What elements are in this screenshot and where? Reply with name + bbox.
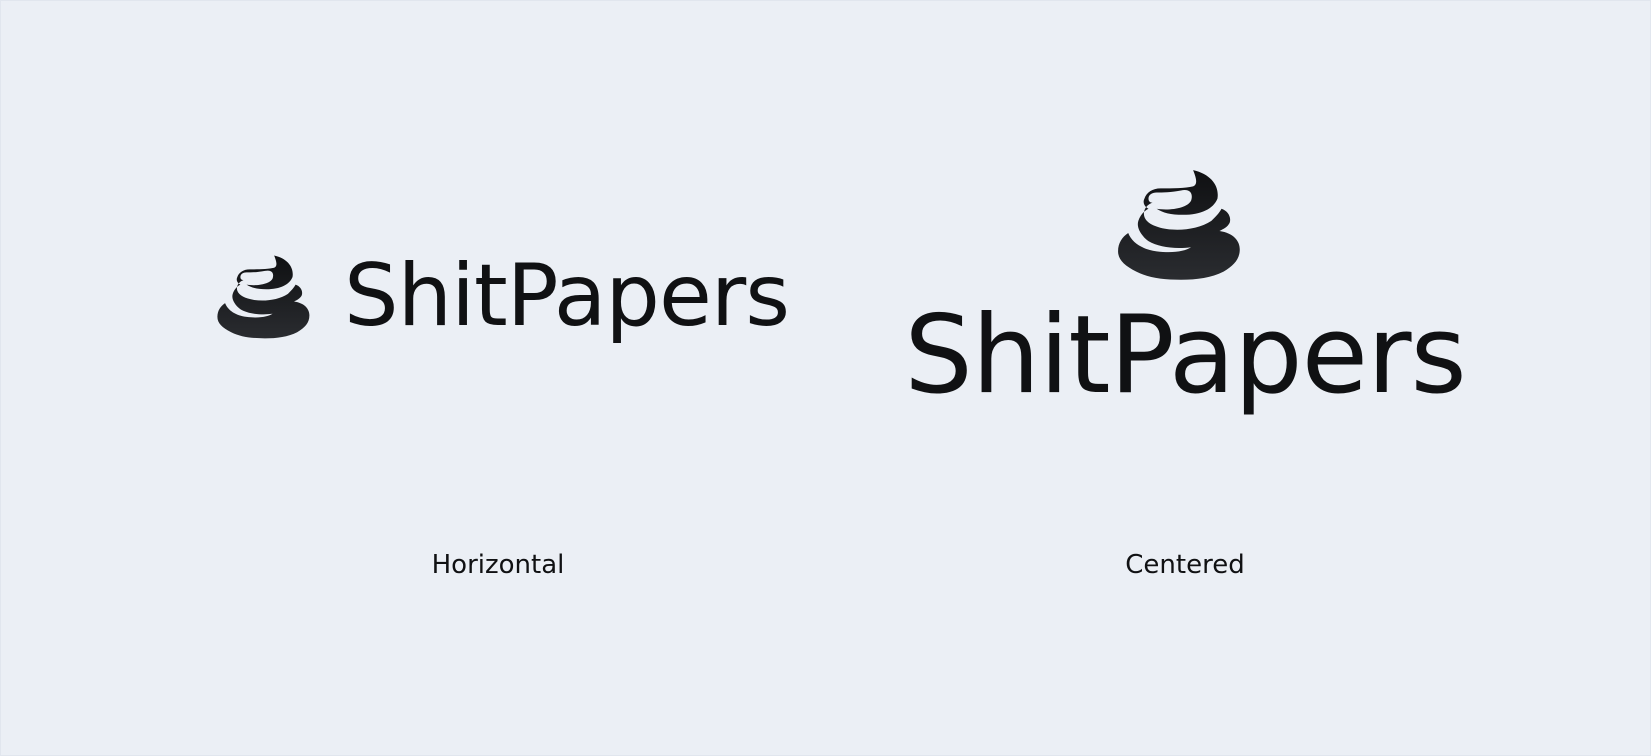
brand-wordmark: ShitPapers (344, 246, 790, 346)
brand-wordmark: ShitPapers (904, 293, 1466, 418)
variant-label-centered: Centered (1125, 550, 1245, 580)
variant-label-horizontal: Horizontal (431, 550, 565, 580)
logo-centered: ShitPapers (870, 168, 1500, 410)
poop-pile-icon (1114, 168, 1256, 290)
logo-horizontal: ShitPapers (214, 246, 790, 346)
poop-pile-icon (214, 254, 322, 346)
